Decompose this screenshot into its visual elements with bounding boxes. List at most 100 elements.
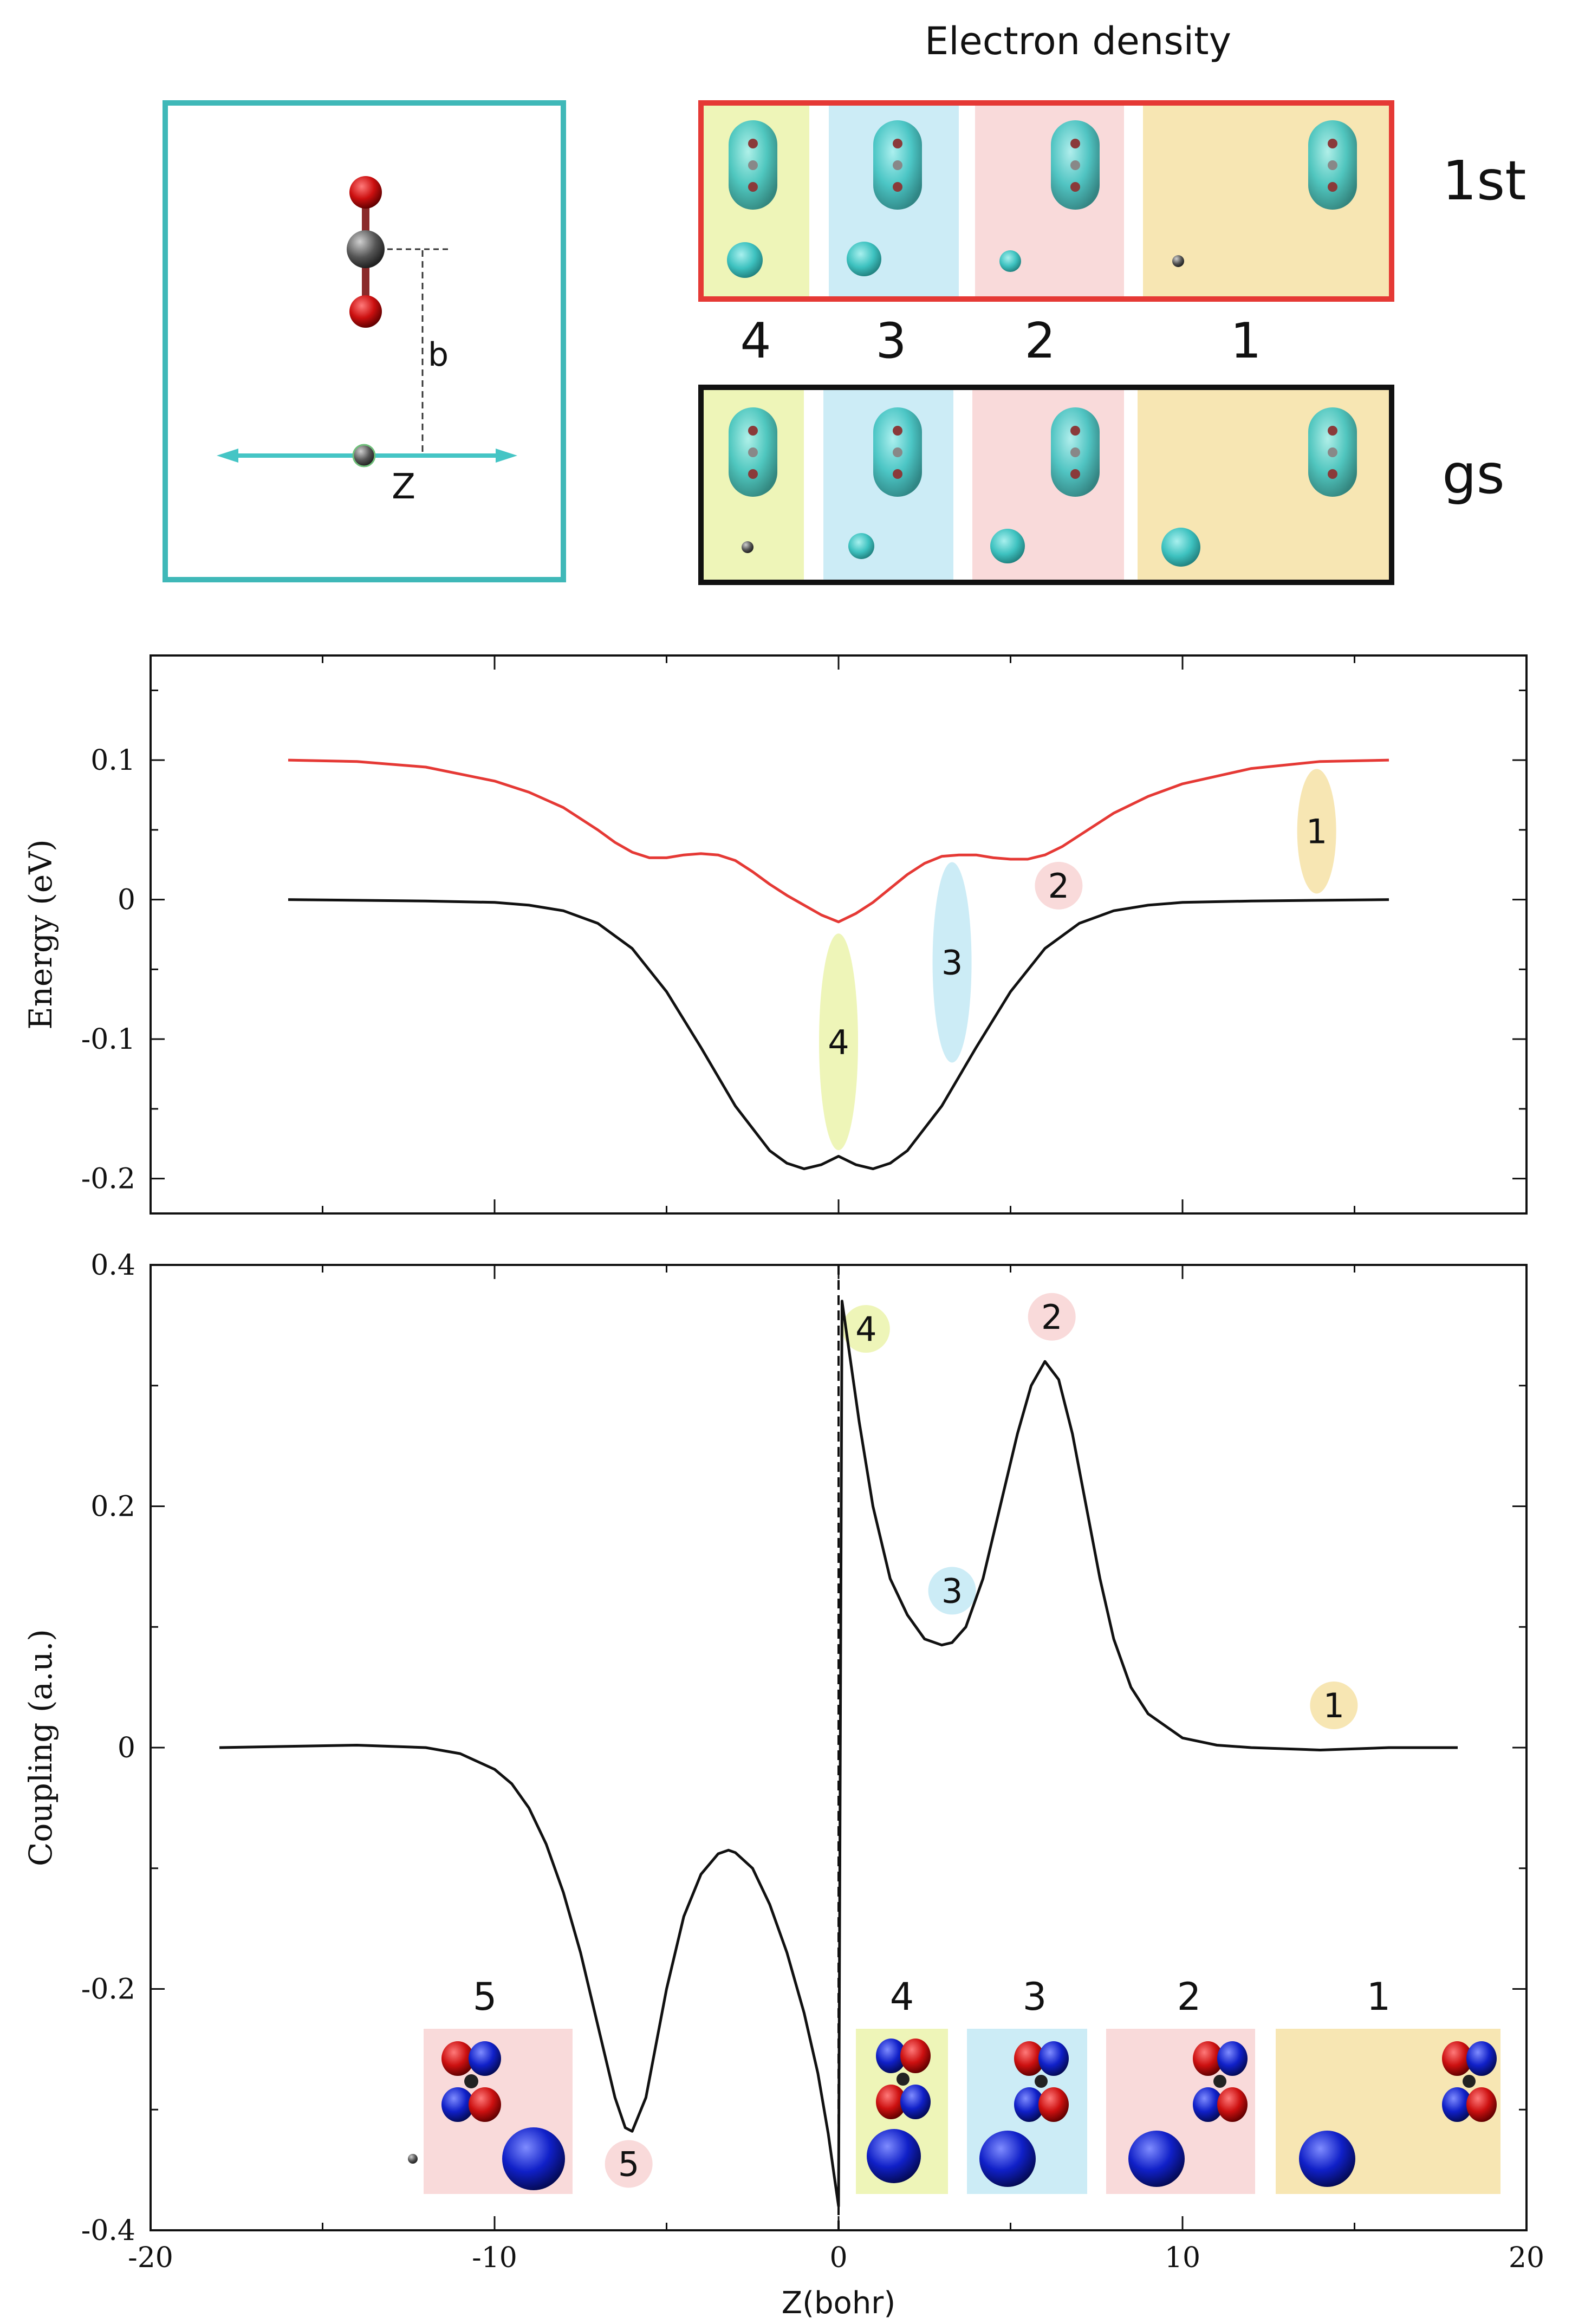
- geometry-panel: b Z: [163, 100, 566, 582]
- atom-orbital: [979, 2131, 1036, 2187]
- region-label-1: 1: [1230, 313, 1261, 369]
- annotation-marker-3: [932, 862, 972, 1063]
- geometry-frame: [163, 100, 566, 582]
- annotation-marker-4: [842, 1305, 890, 1353]
- coupling-ticks: -0.4 -0.2 0 0.2 0.4 -20 -10 0 10 20: [81, 1249, 1544, 2274]
- frame-1st: [698, 100, 1394, 302]
- atom-orbital: [1299, 2131, 1355, 2187]
- atom-density: [847, 242, 881, 276]
- coupling-y-axis-label: Coupling (a.u.): [22, 1629, 59, 1866]
- annotation-label-4: 4: [828, 1022, 849, 1062]
- y-tick-label: 0: [118, 1732, 135, 1764]
- atom-density: [990, 529, 1025, 563]
- annotation-marker-5: [605, 2140, 653, 2188]
- co2-density-blob: [1308, 407, 1357, 497]
- energy-series: [288, 758, 1389, 1171]
- series-line-1st: [288, 758, 1389, 924]
- carbon-atom: [347, 230, 385, 268]
- x-tick-label: 0: [829, 2242, 847, 2274]
- annotation-marker-2: [1035, 861, 1083, 910]
- b-label: b: [428, 336, 449, 374]
- inset-label-3: 3: [1023, 1975, 1047, 2019]
- series-line-gs: [288, 898, 1389, 1171]
- region-label-2: 2: [1024, 313, 1055, 369]
- region-2-bg: [975, 103, 1124, 298]
- region-label-3: 3: [875, 313, 906, 369]
- oxygen-atom-top: [349, 176, 382, 209]
- y-tick-label: 0.1: [90, 744, 135, 777]
- y-tick-label: -0.4: [81, 2215, 135, 2247]
- density-panel: Electron density 4 3 2 1: [698, 19, 1526, 585]
- annotation-label-5: 5: [618, 2144, 639, 2184]
- coupling-plot: 5 4 3 2 1: [22, 1249, 1544, 2321]
- energy-plot: -0.2 -0.1 0 0.1 1 2 3 4 Energy (eV): [22, 654, 1528, 1215]
- atom-density: [1172, 255, 1184, 267]
- atom-orbital: [408, 2154, 418, 2164]
- annotation-marker-2: [1028, 1293, 1076, 1341]
- y-tick-label: -0.1: [81, 1023, 135, 1056]
- annotation-marker-1: [1310, 1682, 1358, 1730]
- y-tick-label: -0.2: [81, 1974, 135, 2006]
- density-title: Electron density: [925, 19, 1231, 63]
- z-arrow-left-icon: [217, 449, 238, 463]
- y-tick-label: 0: [118, 884, 135, 917]
- x-tick-label: -20: [128, 2242, 173, 2274]
- orbital-lobes: [1014, 2041, 1069, 2122]
- inset-label-1: 1: [1367, 1975, 1391, 2019]
- annotation-label-3: 3: [941, 1571, 963, 1611]
- co2-density-blob: [873, 407, 922, 497]
- atom-density: [742, 541, 753, 553]
- z-arrow-right-icon: [496, 449, 517, 463]
- density-row-1st: [698, 100, 1394, 302]
- co2-density-blob: [1308, 120, 1357, 210]
- energy-ticks: -0.2 -0.1 0 0.1: [81, 655, 1528, 1213]
- co2-density-blob: [1051, 407, 1100, 497]
- density-row-gs: [698, 385, 1394, 585]
- y-tick-label: 0.4: [90, 1249, 135, 1282]
- co2-density-blob: [729, 407, 777, 497]
- atom-orbital: [502, 2127, 565, 2190]
- atom-density: [1161, 528, 1200, 567]
- row-label-1st: 1st: [1443, 149, 1526, 212]
- x-tick-label: 10: [1165, 2242, 1200, 2274]
- coupling-annotations: 1 2 3 4 5: [605, 1293, 1358, 2188]
- projectile-atom: [352, 444, 376, 468]
- orbital-insets: 5 4 3 2 1: [408, 1975, 1500, 2194]
- orbital-lobes: [441, 2041, 501, 2122]
- row-label-gs: gs: [1442, 443, 1505, 506]
- annotation-marker-4: [819, 933, 858, 1151]
- y-tick-label: 0.2: [90, 1491, 135, 1523]
- annotation-marker-3: [928, 1567, 976, 1615]
- annotation-label-2: 2: [1041, 1297, 1062, 1337]
- annotation-label-4: 4: [855, 1309, 876, 1349]
- y-tick-label: -0.2: [81, 1163, 135, 1196]
- atom-orbital: [867, 2129, 921, 2183]
- z-label: Z: [392, 467, 415, 507]
- co2-density-blob: [873, 120, 922, 210]
- oxygen-atom-bottom: [349, 295, 382, 328]
- inset-label-5: 5: [473, 1975, 497, 2019]
- atom-density: [727, 242, 763, 278]
- x-tick-label: -10: [472, 2242, 517, 2274]
- series-line-coupling: [219, 1300, 1458, 2208]
- x-tick-label: 20: [1509, 2242, 1544, 2274]
- orbital-lobes: [1442, 2041, 1497, 2122]
- coupling-series: [219, 1300, 1458, 2208]
- orbital-lobes: [1193, 2041, 1248, 2122]
- annotation-label-3: 3: [941, 943, 963, 983]
- coupling-x-axis-label: Z(bohr): [782, 2286, 895, 2321]
- atom-density: [999, 250, 1021, 272]
- orbital-lobes: [876, 2039, 931, 2119]
- annotation-label-1: 1: [1306, 812, 1327, 851]
- energy-y-axis-label: Energy (eV): [22, 839, 59, 1030]
- annotation-marker-1: [1297, 769, 1336, 894]
- energy-annotations: 1 2 3 4: [819, 769, 1336, 1151]
- annotation-label-2: 2: [1048, 866, 1069, 906]
- inset-label-2: 2: [1177, 1975, 1201, 2019]
- frame-gs: [698, 385, 1394, 585]
- annotation-label-1: 1: [1323, 1686, 1344, 1725]
- co2-density-blob: [1051, 120, 1100, 210]
- atom-orbital: [1128, 2131, 1185, 2187]
- atom-density: [848, 533, 874, 559]
